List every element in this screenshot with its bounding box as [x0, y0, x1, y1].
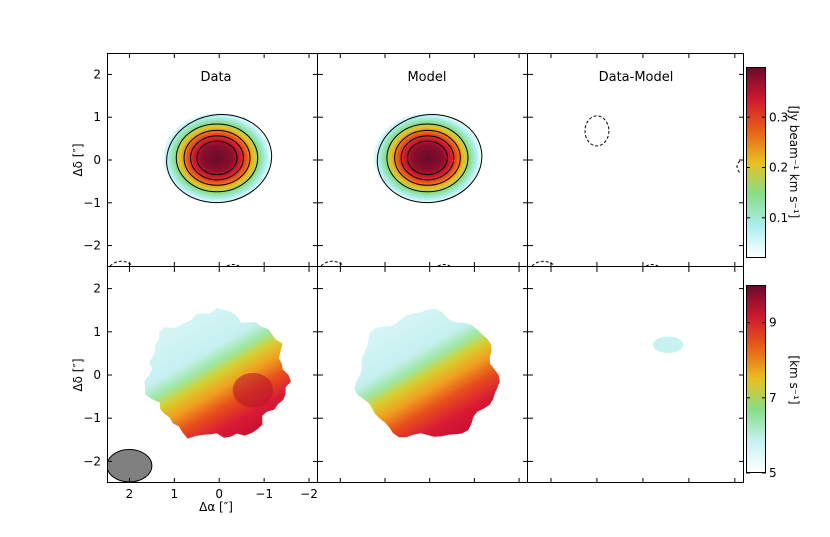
y-axis-label-top: Δδ [″] — [71, 143, 85, 176]
x-tick-label: 2 — [126, 487, 134, 501]
colorbar-bottom-bar — [746, 285, 766, 473]
panel-title-data: Data — [200, 70, 231, 85]
colorbar-top-label: [Jy beam⁻¹ km s⁻¹] — [787, 106, 801, 219]
colorbar-top: 0.1 0.2 0.3 [Jy beam⁻¹ km s⁻¹] — [746, 67, 801, 258]
colorbar-bottom-ticks: 5 7 9 — [746, 316, 777, 480]
colorbar-bottom-label: [km s⁻¹] — [787, 355, 801, 404]
y-tick-label: −2 — [83, 454, 101, 468]
emission-map — [372, 111, 483, 204]
noise-contour — [736, 160, 741, 174]
x-tick-label: 0 — [215, 487, 223, 501]
axis-ticks — [107, 53, 744, 483]
moment0-data-panel — [109, 111, 273, 267]
contour-line — [196, 140, 238, 176]
y-tick-label: −2 — [83, 239, 101, 253]
colorbar-tick-label: 9 — [769, 316, 777, 330]
y-tick-label: 1 — [93, 110, 101, 124]
contour-line — [376, 114, 483, 204]
y-axis-label-bottom: Δδ [″] — [71, 358, 85, 391]
x-tick-label: −1 — [255, 487, 273, 501]
residual-blob — [653, 336, 684, 353]
colorbar-tick-label: 5 — [769, 466, 777, 480]
contour-line — [166, 114, 273, 204]
colorbar-top-bar — [746, 67, 766, 258]
y-tick-label: −1 — [83, 411, 101, 425]
beam-ellipse — [107, 449, 153, 483]
tick-labels: 2 1 0 −1 −2 2 1 0 −1 −2 2 1 0 −1 −2 — [83, 67, 318, 501]
x-axis-label: Δα [″] — [199, 500, 233, 514]
contour-line — [386, 123, 469, 193]
panel-frame — [527, 266, 744, 483]
y-tick-label: −1 — [83, 196, 101, 210]
y-tick-label: 1 — [93, 325, 101, 339]
contour-line — [406, 140, 448, 176]
contour-line — [190, 135, 244, 181]
contour-line — [394, 129, 461, 186]
y-tick-label: 2 — [93, 67, 101, 81]
x-tick-label: −2 — [300, 487, 318, 501]
colorbar-tick-label: 7 — [769, 391, 777, 405]
moment1-data-panel — [107, 308, 291, 483]
noise-contour — [320, 260, 344, 267]
velocity-map — [354, 308, 500, 438]
panel-frame — [527, 53, 744, 267]
emission-map — [161, 111, 273, 204]
noise-contour — [226, 264, 240, 267]
noise-contour — [437, 264, 451, 267]
noise-contour — [531, 260, 555, 267]
y-tick-label: 0 — [93, 153, 101, 167]
contour-line — [183, 129, 251, 186]
x-tick-label: 1 — [171, 487, 179, 501]
moment0-residual-panel — [531, 115, 741, 267]
moment1-model-panel — [354, 308, 500, 438]
contour-line — [175, 123, 259, 193]
colorbar-tick-label: 0.2 — [769, 161, 788, 175]
contour-line — [400, 135, 455, 181]
y-tick-label: 2 — [93, 282, 101, 296]
colorbar-tick-label: 0.3 — [769, 110, 788, 124]
panel-title-residual: Data-Model — [599, 70, 674, 85]
colorbar-tick-label: 0.1 — [769, 211, 788, 225]
colorbar-bottom: 5 7 9 [km s⁻¹] — [746, 285, 801, 480]
velocity-field — [354, 308, 500, 438]
panel-title-model: Model — [407, 70, 446, 85]
negative-contour — [584, 115, 610, 147]
colorbar-top-ticks: 0.1 0.2 0.3 — [746, 110, 788, 225]
moment0-model-panel — [320, 111, 483, 267]
noise-contour — [109, 260, 133, 267]
moment1-residual-panel — [653, 336, 684, 353]
y-tick-label: 0 — [93, 368, 101, 382]
noise-contour — [645, 264, 659, 267]
velocity-peak — [232, 372, 274, 408]
